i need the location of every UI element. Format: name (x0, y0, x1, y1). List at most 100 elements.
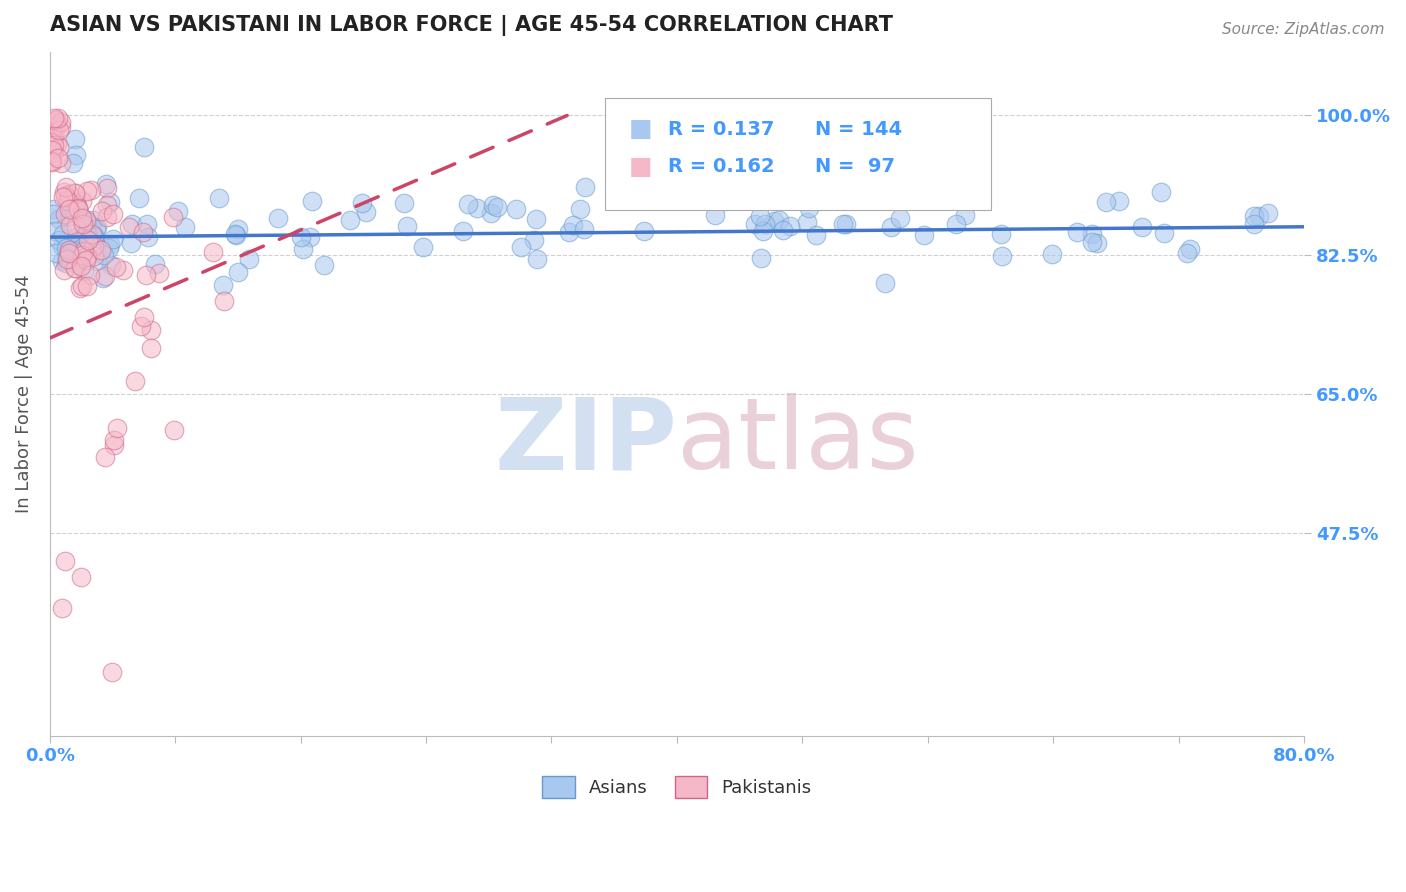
Point (72, 247, 94, 261)
Point (65, 186, 87, 201)
Point (48, 139, 70, 153)
Point (751, 251, 773, 265)
Point (45, 116, 67, 130)
Point (42, 119, 65, 133)
Point (49, 155, 72, 169)
Point (51, 239, 73, 253)
Point (105, 420, 128, 434)
Point (98, 237, 121, 252)
Point (55, 189, 77, 203)
Point (83, 249, 105, 263)
Point (75, 229, 97, 244)
Point (83, 239, 105, 253)
Point (292, 242, 315, 256)
Point (224, 227, 246, 241)
Point (93, 450, 115, 465)
Point (163, 423, 186, 437)
Point (73, 244, 96, 258)
Point (96, 197, 118, 211)
Point (93, 247, 115, 261)
Point (86, 219, 108, 234)
Point (465, 201, 488, 215)
Point (132, 225, 155, 239)
Point (101, 665, 124, 679)
Point (875, 277, 897, 291)
Point (52, 263, 75, 277)
Point (797, 201, 820, 215)
Point (90, 243, 112, 257)
Point (45, 136, 67, 151)
Point (62, 156, 84, 170)
Point (55, 241, 77, 255)
Point (103, 434, 125, 448)
Point (128, 191, 150, 205)
Point (392, 196, 415, 211)
Point (84, 222, 107, 236)
Point (395, 219, 418, 233)
Point (768, 212, 790, 227)
Point (44, 113, 66, 128)
Point (69, 281, 91, 295)
Point (41, 154, 63, 169)
Point (225, 228, 247, 243)
Point (290, 229, 312, 244)
Point (72, 234, 94, 248)
Point (704, 208, 727, 222)
Point (39, 141, 62, 155)
Point (118, 219, 141, 234)
Point (754, 217, 776, 231)
Point (238, 252, 260, 266)
Point (48, 123, 70, 137)
Point (39, 120, 62, 135)
Point (41, 135, 63, 149)
Point (76, 184, 98, 198)
Point (53, 554, 76, 568)
Point (80, 183, 103, 197)
Point (52, 185, 75, 199)
Point (208, 191, 231, 205)
Point (779, 219, 801, 233)
Text: ASIAN VS PAKISTANI IN LABOR FORCE | AGE 45-54 CORRELATION CHART: ASIAN VS PAKISTANI IN LABOR FORCE | AGE … (49, 15, 893, 36)
Point (63, 260, 86, 275)
Point (714, 194, 737, 209)
Point (96, 210, 118, 224)
Point (299, 229, 322, 244)
Point (101, 232, 124, 246)
Point (526, 252, 548, 266)
Point (212, 277, 235, 292)
Point (312, 259, 335, 273)
Point (45, 120, 67, 134)
Point (505, 202, 527, 216)
Point (482, 198, 505, 212)
Point (91, 204, 114, 219)
Point (42, 145, 65, 159)
Point (908, 180, 931, 194)
Point (80, 227, 103, 241)
Point (523, 234, 546, 248)
Point (58, 202, 80, 217)
Point (104, 260, 127, 274)
Point (1178, 243, 1201, 257)
Point (1243, 209, 1265, 223)
Point (124, 374, 146, 388)
Point (98, 194, 121, 209)
Point (143, 256, 166, 270)
Point (82, 213, 104, 227)
Point (121, 217, 143, 231)
Point (56, 191, 79, 205)
Point (55, 252, 77, 266)
Text: R = 0.162: R = 0.162 (668, 157, 775, 177)
Point (120, 235, 142, 250)
Point (63, 199, 86, 213)
Y-axis label: In Labor Force | Age 45-54: In Labor Force | Age 45-54 (15, 275, 32, 513)
Point (75, 213, 97, 227)
Point (66, 202, 89, 216)
Point (883, 185, 905, 199)
Text: ■: ■ (628, 118, 652, 141)
Text: ZIP: ZIP (494, 393, 676, 490)
Point (58, 244, 80, 258)
Point (574, 180, 596, 194)
Point (524, 211, 547, 226)
Point (226, 221, 249, 235)
Text: Source: ZipAtlas.com: Source: ZipAtlas.com (1222, 22, 1385, 37)
